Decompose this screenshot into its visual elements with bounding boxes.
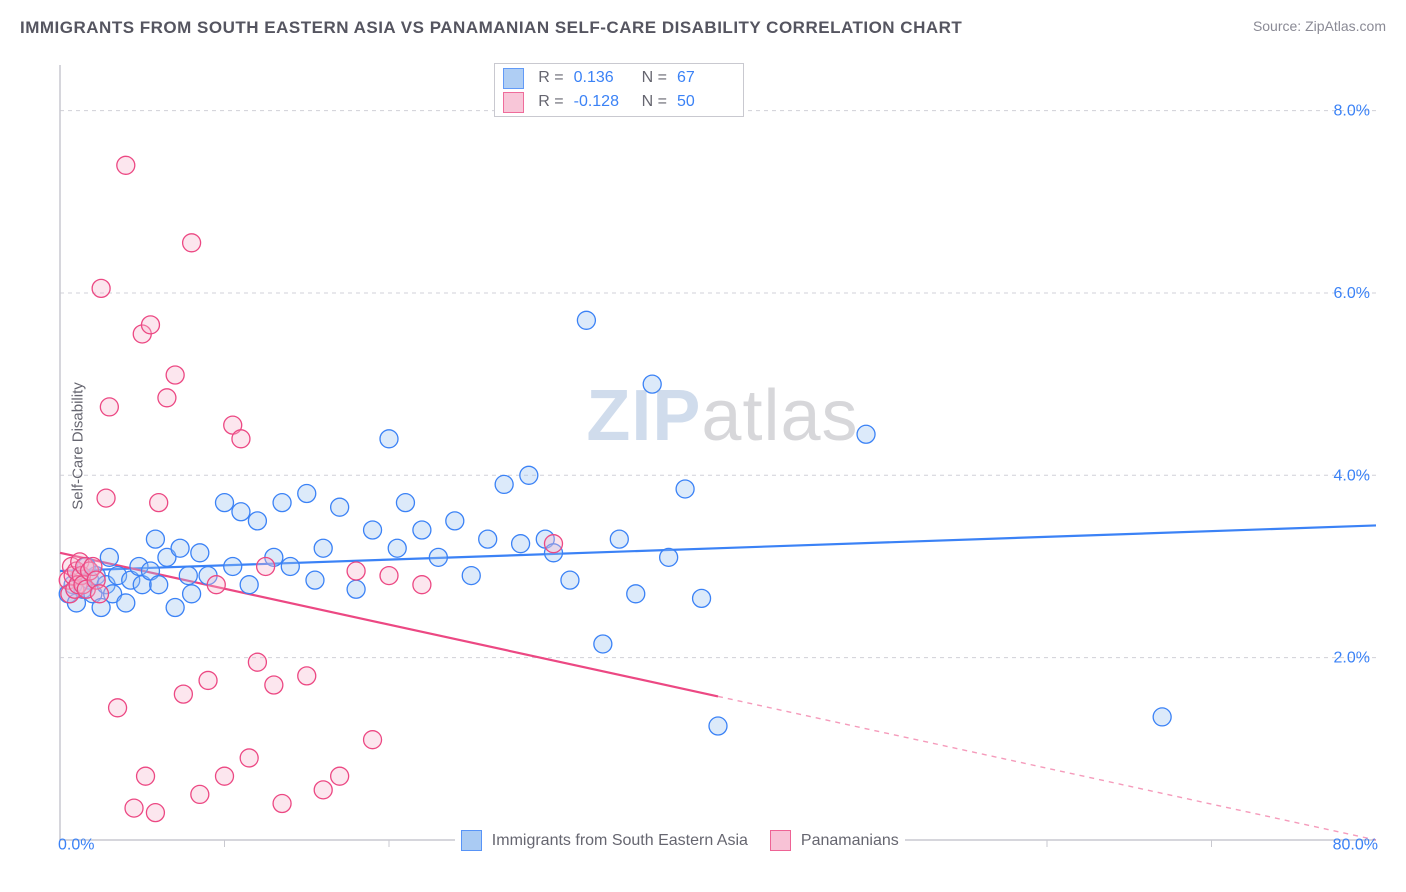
- legend-n-value: 67: [677, 66, 735, 90]
- legend-swatch: [503, 68, 524, 89]
- legend-swatch: [503, 92, 524, 113]
- legend-correlation-row: R = -0.128 N = 50: [503, 90, 735, 114]
- svg-text:8.0%: 8.0%: [1334, 103, 1370, 120]
- legend-swatch: [770, 830, 791, 851]
- series-legend: Immigrants from South Eastern Asia Panama…: [455, 830, 905, 851]
- chart-title: IMMIGRANTS FROM SOUTH EASTERN ASIA VS PA…: [20, 18, 962, 38]
- svg-text:80.0%: 80.0%: [1333, 837, 1378, 851]
- legend-n-value: 50: [677, 90, 735, 114]
- legend-series-label: Immigrants from South Eastern Asia: [492, 832, 748, 850]
- legend-series-item: Panamanians: [770, 830, 899, 851]
- svg-text:2.0%: 2.0%: [1334, 650, 1370, 667]
- legend-r-value: -0.128: [574, 90, 632, 114]
- scatter-plot-svg: 2.0% 4.0% 6.0% 8.0% 0.0% 80.0%: [50, 55, 1386, 850]
- legend-swatch: [461, 830, 482, 851]
- legend-series-item: Immigrants from South Eastern Asia: [461, 830, 748, 851]
- legend-r-label: R =: [538, 66, 563, 90]
- legend-r-value: 0.136: [574, 66, 632, 90]
- svg-text:6.0%: 6.0%: [1334, 285, 1370, 302]
- chart-area: 2.0%4.0%6.0%8.0%0.0%80.0% R =0.136N =67R…: [50, 55, 1386, 850]
- chart-container: IMMIGRANTS FROM SOUTH EASTERN ASIA VS PA…: [0, 0, 1406, 892]
- legend-n-label: N =: [642, 90, 667, 114]
- correlation-legend: R = 0.136 N = 67 R = -0.128 N = 50: [494, 63, 744, 117]
- chart-source: Source: ZipAtlas.com: [1253, 18, 1386, 34]
- legend-correlation-row: R = 0.136 N = 67: [503, 66, 735, 90]
- legend-n-label: N =: [642, 66, 667, 90]
- svg-text:0.0%: 0.0%: [58, 837, 94, 851]
- legend-r-label: R =: [538, 90, 563, 114]
- legend-series-label: Panamanians: [801, 832, 899, 850]
- svg-text:4.0%: 4.0%: [1334, 467, 1370, 484]
